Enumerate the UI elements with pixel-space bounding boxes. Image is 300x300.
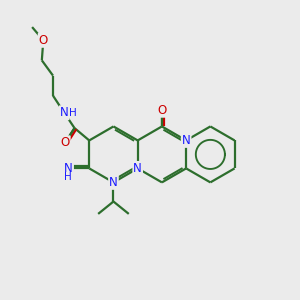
Text: H: H	[64, 172, 72, 182]
Text: N: N	[60, 106, 69, 119]
Text: N: N	[182, 134, 190, 147]
Text: O: O	[61, 136, 70, 149]
Text: O: O	[39, 34, 48, 47]
Text: N: N	[133, 162, 142, 175]
Text: O: O	[157, 104, 167, 117]
Text: H: H	[69, 108, 76, 118]
Text: N: N	[64, 162, 73, 175]
Text: N: N	[109, 176, 118, 189]
